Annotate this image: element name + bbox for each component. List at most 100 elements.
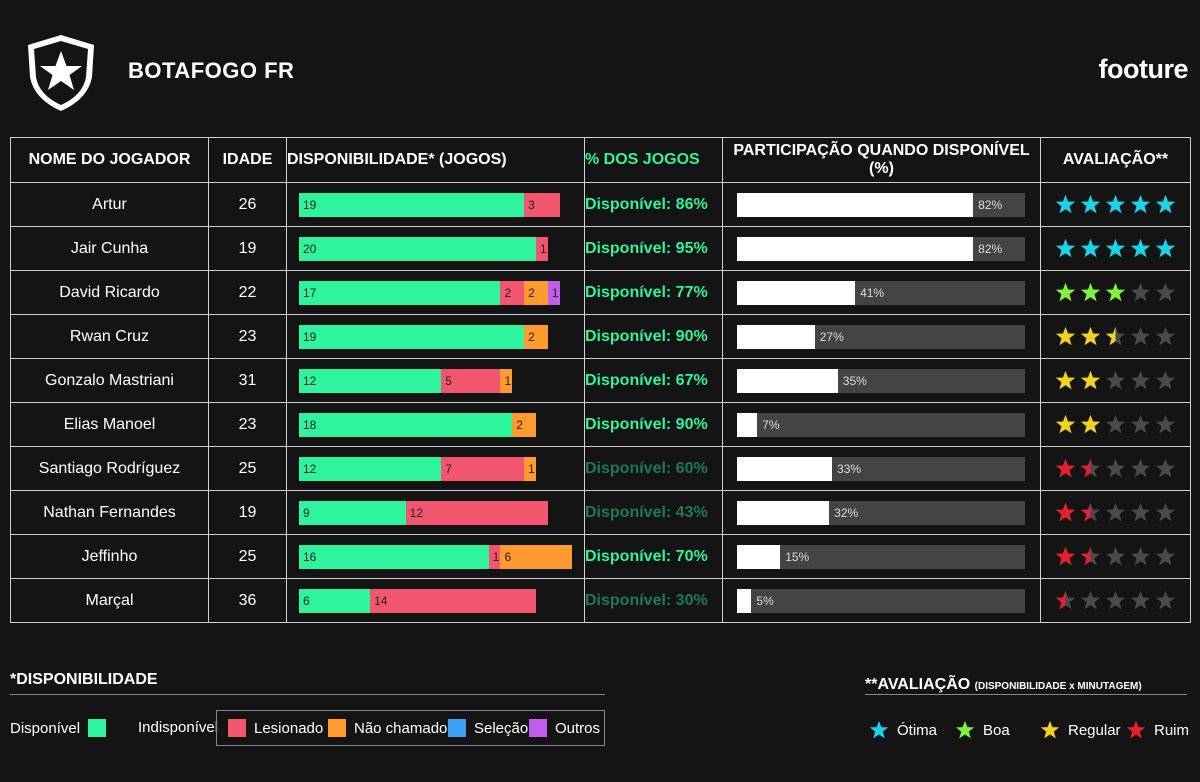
bar-segment-injured: 7	[441, 456, 525, 481]
availability-pct: Disponível: 90%	[584, 314, 723, 359]
star-half-icon	[1055, 590, 1076, 610]
player-age: 25	[208, 446, 287, 491]
bar-segment-injured: 14	[370, 588, 536, 613]
rating-legend-title-text: **AVALIAÇÃO	[865, 676, 971, 693]
star-filled-icon	[1105, 238, 1126, 258]
rating-cell	[1040, 578, 1191, 623]
star-empty-icon	[1105, 414, 1126, 434]
player-name: Rwan Cruz	[10, 314, 209, 359]
availability-cell: 6 14	[286, 578, 585, 623]
star-empty-icon	[1130, 414, 1151, 434]
rating-stars	[1041, 370, 1190, 391]
table-row: Elias Manoel 23 18 2 Disponível: 90% 7%	[10, 402, 1191, 447]
star-filled-icon	[1130, 194, 1151, 214]
participation-bar: 35%	[737, 368, 1025, 393]
star-empty-icon	[1105, 546, 1126, 566]
legend-indisponivel-label: Indisponível	[138, 719, 219, 736]
participation-cell: 35%	[722, 358, 1041, 403]
legend-regular-label: Regular	[1068, 721, 1121, 739]
participation-fill	[737, 456, 833, 481]
star-filled-icon	[1155, 238, 1176, 258]
rating-stars	[1041, 326, 1190, 347]
star-empty-icon	[1130, 590, 1151, 610]
legend-nao-chamado: Não chamado	[328, 719, 447, 737]
participation-cell: 7%	[722, 402, 1041, 447]
bar-segment-available: 9	[299, 500, 406, 525]
player-name: Jair Cunha	[10, 226, 209, 271]
bar-segment-available: 19	[299, 192, 525, 217]
participation-fill	[737, 544, 781, 569]
participation-cell: 15%	[722, 534, 1041, 579]
botafogo-crest-icon	[28, 35, 94, 111]
player-name: David Ricardo	[10, 270, 209, 315]
star-filled-icon	[1130, 238, 1151, 258]
star-empty-icon	[1155, 326, 1176, 346]
availability-bar: 18 2	[299, 412, 584, 437]
rating-stars	[1041, 414, 1190, 435]
player-name: Artur	[10, 182, 209, 227]
legend-lesionado-label: Lesionado	[254, 719, 324, 737]
participation-label: 82%	[978, 197, 1003, 212]
rating-cell	[1040, 314, 1191, 359]
rating-legend-title: **AVALIAÇÃO (DISPONIBILIDADE x MINUTAGEM…	[865, 676, 1142, 694]
bar-segment-available: 12	[299, 368, 442, 393]
bar-segment-available: 19	[299, 324, 525, 349]
rating-stars	[1041, 546, 1190, 567]
legend-disponivel-swatch	[88, 719, 107, 737]
bar-segment-not-called: 1	[500, 368, 513, 393]
bar-segment-other: 1	[547, 280, 560, 305]
availability-cell: 19 3	[286, 182, 585, 227]
availability-bar: 19 3	[299, 192, 584, 217]
player-age: 19	[208, 490, 287, 535]
footure-logo: footure	[1098, 54, 1189, 84]
bar-segment-available: 20	[299, 236, 536, 261]
star-empty-icon	[1155, 590, 1176, 610]
availability-cell: 16 1 6	[286, 534, 585, 579]
rating-stars	[1041, 590, 1190, 611]
availability-bar: 20 1	[299, 236, 584, 261]
player-age: 19	[208, 226, 287, 271]
availability-pct: Disponível: 77%	[584, 270, 723, 315]
rating-stars	[1041, 282, 1190, 303]
bar-segment-injured: 3	[524, 192, 560, 217]
star-filled-icon	[1055, 238, 1076, 258]
legend-divider	[10, 694, 605, 695]
star-empty-icon	[1105, 370, 1126, 390]
bar-segment-injured: 5	[441, 368, 501, 393]
header-availability: DISPONIBILIDADE* (JOGOS)	[286, 137, 585, 183]
participation-label: 82%	[978, 241, 1003, 256]
legend-indisponivel: Indisponível	[138, 719, 218, 736]
bar-segment-not-called: 2	[512, 412, 536, 437]
star-half-icon	[1080, 458, 1101, 478]
star-filled-icon	[1080, 370, 1101, 390]
player-age: 31	[208, 358, 287, 403]
player-name: Santiago Rodríguez	[10, 446, 209, 491]
participation-fill	[737, 412, 758, 437]
availability-pct: Disponível: 67%	[584, 358, 723, 403]
legend-selecao-swatch	[448, 719, 466, 737]
table-row: Santiago Rodríguez 25 12 7 1 Disponível: 60% 3…	[10, 446, 1191, 491]
legend-selecao: Seleção	[448, 719, 528, 737]
participation-label: 27%	[819, 329, 844, 344]
legend-otima-label: Ótima	[897, 721, 938, 739]
availability-bar: 6 14	[299, 588, 584, 613]
star-empty-icon	[1105, 590, 1126, 610]
availability-legend-title: *DISPONIBILIDADE	[10, 671, 158, 688]
star-filled-icon	[1080, 414, 1101, 434]
star-empty-icon	[1155, 370, 1176, 390]
star-empty-icon	[1155, 282, 1176, 302]
legend-ruim-label: Ruim	[1154, 721, 1190, 739]
legend-outros-label: Outros	[555, 719, 601, 737]
participation-bar: 5%	[737, 588, 1025, 613]
star-empty-icon	[1155, 414, 1176, 434]
legend-ruim: Ruim	[1126, 720, 1189, 740]
participation-cell: 5%	[722, 578, 1041, 623]
table-row: Rwan Cruz 23 19 2 Disponível: 90% 27%	[10, 314, 1191, 359]
rating-cell	[1040, 182, 1191, 227]
legend-otima: Ótima	[869, 720, 937, 740]
legend-lesionado: Lesionado	[228, 719, 323, 737]
rating-cell	[1040, 490, 1191, 535]
table-row: Nathan Fernandes 19 9 12 Disponível: 43% 32%	[10, 490, 1191, 535]
player-name: Nathan Fernandes	[10, 490, 209, 535]
header-age: IDADE	[208, 137, 287, 183]
